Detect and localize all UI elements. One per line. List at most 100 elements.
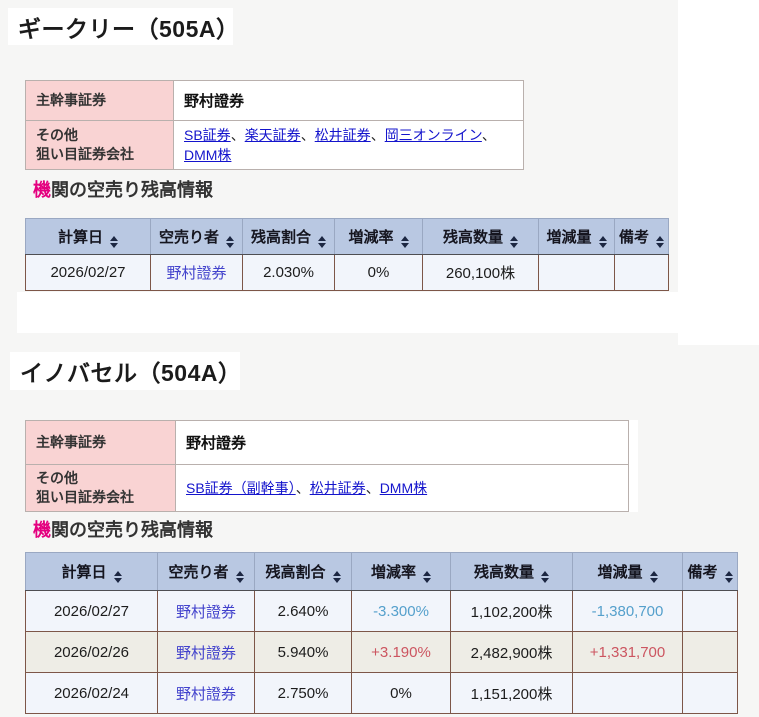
heading-rest: 関の空売り残高情報 <box>51 520 213 540</box>
balance-quantity-cell: 1,151,200株 <box>450 672 573 714</box>
securities-link[interactable]: 松井証券 <box>309 479 366 496</box>
underwriter-table-1: 主幹事証券 野村證券 その他 狙い目証券会社 SB証券、楽天証券、松井証券、岡三… <box>25 80 524 170</box>
change-quantity-cell: +1,331,700 <box>572 631 683 673</box>
securities-link[interactable]: 楽天証券 <box>244 127 301 143</box>
column-header-short-seller[interactable]: 空売り者 <box>150 218 243 255</box>
securities-link[interactable]: DMM株 <box>379 479 428 496</box>
table-row: その他 狙い目証券会社 SB証券（副幹事）、松井証券、DMM株 <box>25 464 629 512</box>
sort-asc-desc-icon <box>423 570 431 583</box>
other-brokers-label: その他 狙い目証券会社 <box>25 464 176 512</box>
sort-asc-desc-icon <box>598 235 607 248</box>
table-row: その他 狙い目証券会社 SB証券、楽天証券、松井証券、岡三オンライン、DMM株 <box>25 120 524 170</box>
table-row: 2026/02/27 野村證券 2.640% -3.300% 1,102,200… <box>25 590 738 632</box>
column-header-note[interactable]: 備考 <box>614 218 669 255</box>
sort-asc-desc-icon <box>656 235 664 248</box>
sort-asc-desc-icon <box>400 235 409 248</box>
sort-asc-desc-icon <box>226 235 234 248</box>
other-brokers-label: その他 狙い目証券会社 <box>25 120 174 170</box>
balance-quantity-cell: 260,100株 <box>422 254 539 291</box>
short-balance-table-1: 計算日 空売り者 残高割合 増減率 残高数量 増減量 備考 2026/02/27… <box>25 218 669 291</box>
change-rate-cell: +3.190% <box>351 631 451 673</box>
column-header-balance-quantity[interactable]: 残高数量 <box>422 218 539 255</box>
sort-asc-desc-icon <box>541 570 549 583</box>
table-row: 主幹事証券 野村證券 <box>25 80 524 121</box>
calc-date-cell: 2026/02/24 <box>25 672 158 714</box>
sort-asc-desc-icon <box>724 570 733 583</box>
note-cell <box>682 590 738 632</box>
short-seller-cell: 野村證券 <box>157 590 255 632</box>
lead-underwriter-value: 野村證券 <box>175 420 629 465</box>
table-header-row: 計算日 空売り者 残高割合 増減率 残高数量 増減量 備考 <box>25 552 738 591</box>
blank-box <box>17 292 678 333</box>
table-row: 2026/02/24 野村證券 2.750% 0% 1,151,200株 <box>25 672 738 714</box>
balance-ratio-cell: 2.640% <box>254 590 352 632</box>
balance-ratio-cell: 2.030% <box>242 254 335 291</box>
lead-underwriter-value: 野村證券 <box>173 80 524 121</box>
securities-link[interactable]: 岡三オンライン <box>384 127 482 143</box>
securities-link[interactable]: 松井証券 <box>314 127 371 143</box>
short-seller-cell: 野村證券 <box>150 254 243 291</box>
sort-asc-desc-icon <box>113 570 122 583</box>
underwriter-table-2: 主幹事証券 野村證券 その他 狙い目証券会社 SB証券（副幹事）、松井証券、DM… <box>25 420 638 512</box>
heading-accent-char: 機 <box>33 520 51 540</box>
table-row: 2026/02/26 野村證券 5.940% +3.190% 2,482,900… <box>25 631 738 673</box>
column-header-change-quantity[interactable]: 増減量 <box>572 552 683 591</box>
note-cell <box>614 254 669 291</box>
section-heading-2: 機関の空売り残高情報 <box>33 516 213 542</box>
table-row: 主幹事証券 野村證券 <box>25 420 629 465</box>
securities-link[interactable]: SB証券（副幹事） <box>186 479 296 496</box>
change-rate-cell: -3.300% <box>351 590 451 632</box>
short-seller-link[interactable]: 野村證券 <box>175 685 236 703</box>
balance-ratio-cell: 5.940% <box>254 631 352 673</box>
short-seller-cell: 野村證券 <box>157 672 255 714</box>
other-brokers-links: SB証券（副幹事）、松井証券、DMM株 <box>175 464 629 512</box>
sort-asc-desc-icon <box>510 235 518 248</box>
stock-title-box-1: ギークリー（505A） <box>8 8 239 45</box>
note-cell <box>682 672 738 714</box>
sort-asc-desc-icon <box>332 570 341 583</box>
sort-asc-desc-icon <box>318 235 326 248</box>
securities-link[interactable]: DMM株 <box>184 147 232 163</box>
stock-title-1: ギークリー（505A） <box>18 15 240 42</box>
stock-title-box-2: イノバセル（504A） <box>10 352 242 390</box>
lead-underwriter-label: 主幹事証券 <box>25 420 176 465</box>
calc-date-cell: 2026/02/26 <box>25 631 158 673</box>
short-seller-link[interactable]: 野村證券 <box>175 603 236 621</box>
securities-link[interactable]: SB証券 <box>184 127 231 143</box>
column-header-change-rate[interactable]: 増減率 <box>351 552 451 591</box>
column-header-change-rate[interactable]: 増減率 <box>334 218 423 255</box>
short-seller-cell: 野村證券 <box>157 631 255 673</box>
balance-quantity-cell: 1,102,200株 <box>450 590 573 632</box>
other-brokers-links: SB証券、楽天証券、松井証券、岡三オンライン、DMM株 <box>173 120 524 170</box>
column-header-change-quantity[interactable]: 増減量 <box>538 218 615 255</box>
short-seller-link[interactable]: 野村證券 <box>166 265 227 282</box>
change-quantity-cell <box>538 254 615 291</box>
note-cell <box>682 631 738 673</box>
change-quantity-cell: -1,380,700 <box>572 590 683 632</box>
column-header-calc-date[interactable]: 計算日 <box>25 552 158 591</box>
balance-quantity-cell: 2,482,900株 <box>450 631 573 673</box>
sort-asc-desc-icon <box>235 570 244 583</box>
change-quantity-cell <box>572 672 683 714</box>
short-seller-link[interactable]: 野村證券 <box>175 644 236 662</box>
short-balance-table-2: 計算日 空売り者 残高割合 増減率 残高数量 増減量 備考 2026/02/27… <box>25 552 738 714</box>
lead-underwriter-label: 主幹事証券 <box>25 80 174 121</box>
column-header-short-seller[interactable]: 空売り者 <box>157 552 255 591</box>
column-header-note[interactable]: 備考 <box>682 552 738 591</box>
table-row: 2026/02/27 野村證券 2.030% 0% 260,100株 <box>25 254 669 291</box>
heading-accent-char: 機 <box>33 180 51 200</box>
column-header-balance-ratio[interactable]: 残高割合 <box>242 218 335 255</box>
sort-asc-desc-icon <box>649 570 658 583</box>
section-heading-1: 機関の空売り残高情報 <box>33 176 213 202</box>
column-header-balance-ratio[interactable]: 残高割合 <box>254 552 352 591</box>
calc-date-cell: 2026/02/27 <box>25 254 151 291</box>
calc-date-cell: 2026/02/27 <box>25 590 158 632</box>
table-header-row: 計算日 空売り者 残高割合 増減率 残高数量 増減量 備考 <box>25 218 669 255</box>
sort-asc-desc-icon <box>110 235 118 248</box>
change-rate-cell: 0% <box>334 254 423 291</box>
stock-title-2: イノバセル（504A） <box>20 360 242 386</box>
column-header-balance-quantity[interactable]: 残高数量 <box>450 552 573 591</box>
heading-rest: 関の空売り残高情報 <box>51 180 213 200</box>
column-header-calc-date[interactable]: 計算日 <box>25 218 151 255</box>
change-rate-cell: 0% <box>351 672 451 714</box>
